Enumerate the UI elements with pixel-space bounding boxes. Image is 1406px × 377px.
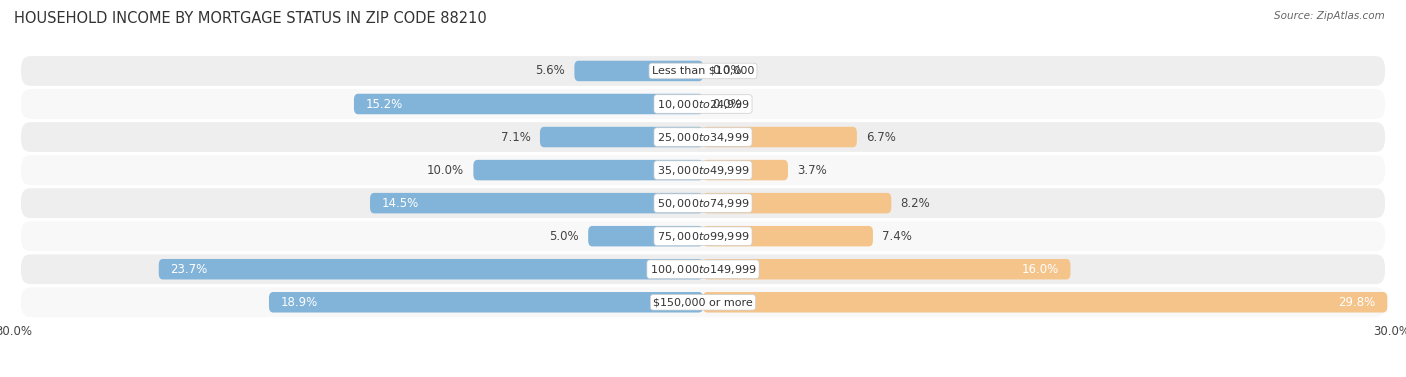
Text: 15.2%: 15.2% [366, 98, 402, 110]
FancyBboxPatch shape [540, 127, 703, 147]
FancyBboxPatch shape [21, 155, 1385, 185]
Text: 7.1%: 7.1% [501, 130, 531, 144]
FancyBboxPatch shape [575, 61, 703, 81]
FancyBboxPatch shape [21, 56, 1385, 86]
FancyBboxPatch shape [370, 193, 703, 213]
FancyBboxPatch shape [588, 226, 703, 247]
FancyBboxPatch shape [159, 259, 703, 279]
Text: $50,000 to $74,999: $50,000 to $74,999 [657, 197, 749, 210]
Text: 29.8%: 29.8% [1339, 296, 1376, 309]
Text: Source: ZipAtlas.com: Source: ZipAtlas.com [1274, 11, 1385, 21]
FancyBboxPatch shape [354, 94, 703, 114]
Text: 8.2%: 8.2% [900, 197, 931, 210]
Text: 5.0%: 5.0% [550, 230, 579, 243]
FancyBboxPatch shape [703, 292, 1388, 313]
Text: 14.5%: 14.5% [381, 197, 419, 210]
FancyBboxPatch shape [703, 160, 787, 180]
Text: Less than $10,000: Less than $10,000 [652, 66, 754, 76]
FancyBboxPatch shape [269, 292, 703, 313]
Text: $35,000 to $49,999: $35,000 to $49,999 [657, 164, 749, 176]
Text: 18.9%: 18.9% [280, 296, 318, 309]
Text: 0.0%: 0.0% [713, 98, 742, 110]
FancyBboxPatch shape [21, 122, 1385, 152]
Text: HOUSEHOLD INCOME BY MORTGAGE STATUS IN ZIP CODE 88210: HOUSEHOLD INCOME BY MORTGAGE STATUS IN Z… [14, 11, 486, 26]
FancyBboxPatch shape [21, 221, 1385, 251]
FancyBboxPatch shape [21, 254, 1385, 284]
Text: 5.6%: 5.6% [536, 64, 565, 77]
Text: 10.0%: 10.0% [427, 164, 464, 176]
Text: 0.0%: 0.0% [713, 64, 742, 77]
FancyBboxPatch shape [474, 160, 703, 180]
FancyBboxPatch shape [703, 127, 856, 147]
Text: 7.4%: 7.4% [882, 230, 912, 243]
Text: 16.0%: 16.0% [1022, 263, 1059, 276]
FancyBboxPatch shape [703, 193, 891, 213]
Text: $150,000 or more: $150,000 or more [654, 297, 752, 307]
Text: $100,000 to $149,999: $100,000 to $149,999 [650, 263, 756, 276]
FancyBboxPatch shape [21, 188, 1385, 218]
Text: 23.7%: 23.7% [170, 263, 208, 276]
FancyBboxPatch shape [703, 259, 1070, 279]
FancyBboxPatch shape [21, 89, 1385, 119]
Text: 6.7%: 6.7% [866, 130, 896, 144]
FancyBboxPatch shape [21, 287, 1385, 317]
Text: $10,000 to $24,999: $10,000 to $24,999 [657, 98, 749, 110]
Text: $25,000 to $34,999: $25,000 to $34,999 [657, 130, 749, 144]
FancyBboxPatch shape [703, 226, 873, 247]
Text: $75,000 to $99,999: $75,000 to $99,999 [657, 230, 749, 243]
Text: 3.7%: 3.7% [797, 164, 827, 176]
